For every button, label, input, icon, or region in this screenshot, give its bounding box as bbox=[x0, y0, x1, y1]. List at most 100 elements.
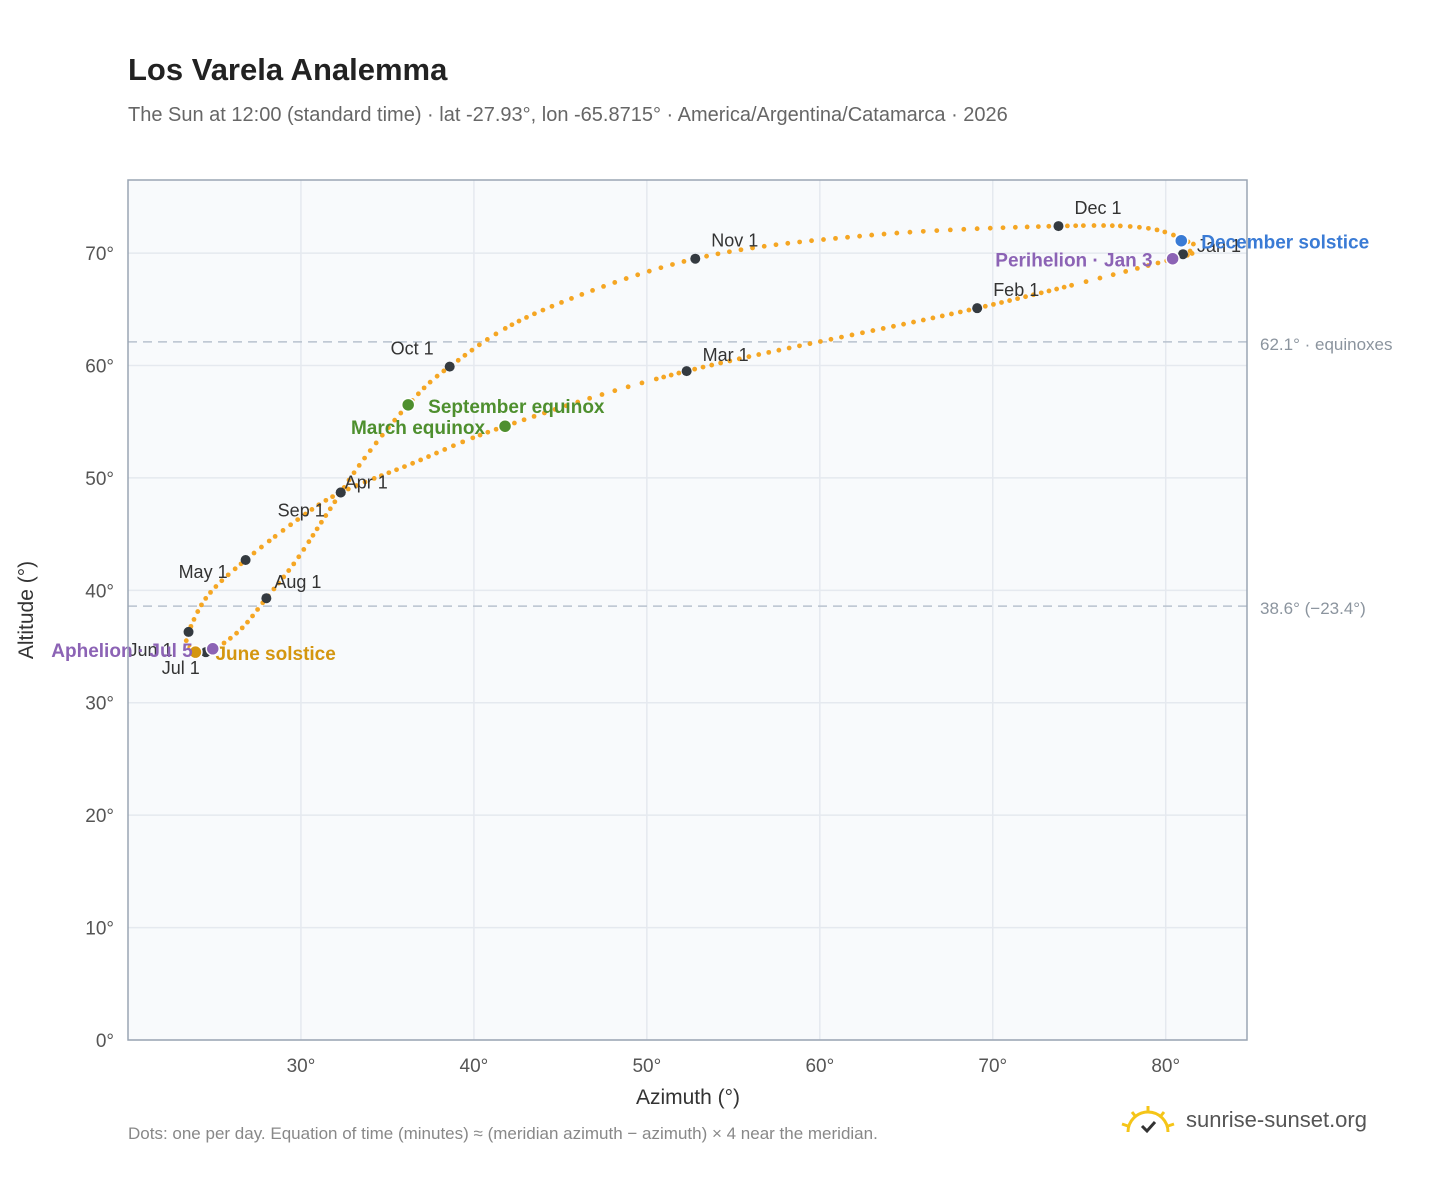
daily-dot bbox=[462, 352, 468, 358]
daily-dot bbox=[653, 376, 659, 382]
daily-dot bbox=[601, 283, 606, 289]
daily-dot bbox=[870, 328, 876, 333]
daily-dot bbox=[323, 497, 329, 503]
daily-dot bbox=[301, 547, 307, 552]
month-marker-label: May 1 bbox=[179, 562, 228, 582]
daily-dot bbox=[509, 322, 515, 328]
daily-dot bbox=[807, 341, 813, 347]
daily-dot bbox=[227, 635, 233, 641]
daily-dot bbox=[828, 336, 834, 342]
daily-dot bbox=[1035, 224, 1041, 230]
daily-dot bbox=[271, 586, 277, 592]
daily-dot bbox=[1031, 292, 1036, 298]
daily-dot bbox=[786, 345, 792, 351]
daily-dot bbox=[934, 228, 940, 233]
event-label: Aphelion · Jul 5 bbox=[51, 641, 193, 662]
brand[interactable]: sunrise-sunset.org bbox=[1120, 1104, 1367, 1136]
daily-dot bbox=[1146, 225, 1151, 231]
event-label: December solstice bbox=[1201, 233, 1369, 254]
daily-dot bbox=[1155, 260, 1161, 266]
daily-dot bbox=[239, 625, 245, 631]
daily-dot bbox=[1046, 223, 1052, 229]
daily-dot bbox=[1190, 241, 1196, 247]
daily-dot bbox=[362, 455, 367, 461]
daily-dot bbox=[418, 457, 424, 463]
daily-dot bbox=[939, 313, 945, 319]
daily-dot bbox=[362, 479, 368, 485]
month-marker-label: Oct 1 bbox=[391, 339, 434, 359]
month-marker bbox=[690, 253, 701, 264]
month-marker bbox=[444, 361, 455, 372]
month-marker bbox=[1053, 221, 1064, 232]
month-marker bbox=[183, 626, 194, 637]
y-tick-label: 0° bbox=[96, 1031, 114, 1052]
daily-dot bbox=[552, 406, 558, 412]
daily-dot bbox=[280, 528, 286, 533]
daily-dot bbox=[524, 314, 529, 320]
daily-dot bbox=[345, 486, 351, 492]
daily-dot bbox=[251, 550, 257, 556]
daily-dot bbox=[845, 234, 850, 240]
daily-dot bbox=[738, 247, 744, 253]
daily-dot bbox=[1054, 286, 1060, 292]
daily-dot bbox=[907, 229, 913, 235]
x-tick-label: 70° bbox=[978, 1056, 1007, 1077]
daily-dot bbox=[625, 384, 631, 390]
x-axis-label: Azimuth (°) bbox=[636, 1086, 740, 1109]
daily-dot bbox=[291, 561, 297, 567]
event-marker bbox=[400, 397, 416, 413]
daily-dot bbox=[1134, 265, 1140, 271]
month-marker bbox=[240, 554, 251, 565]
y-tick-label: 40° bbox=[85, 581, 114, 602]
daily-dot bbox=[367, 448, 373, 454]
event-markers: December solstice Perihelion · Jan 3 Septe… bbox=[51, 233, 1369, 665]
daily-dot bbox=[668, 372, 674, 378]
daily-dot bbox=[1046, 288, 1052, 294]
daily-dot bbox=[776, 347, 782, 353]
daily-dot bbox=[809, 238, 814, 244]
month-marker bbox=[335, 487, 346, 498]
y-tick-label: 10° bbox=[85, 919, 114, 940]
daily-dot bbox=[700, 364, 706, 370]
daily-dot bbox=[232, 566, 238, 572]
daily-dot bbox=[476, 342, 482, 348]
daily-dot bbox=[502, 326, 508, 331]
daily-dot bbox=[746, 354, 752, 360]
daily-dot bbox=[323, 513, 329, 518]
daily-dot bbox=[532, 311, 537, 317]
y-tick-label: 50° bbox=[85, 469, 114, 490]
daily-dot bbox=[821, 237, 826, 242]
month-marker-label: Jun 1 bbox=[128, 640, 172, 660]
daily-dot bbox=[1110, 272, 1116, 278]
daily-dot bbox=[1101, 223, 1106, 228]
daily-dot bbox=[379, 432, 385, 438]
daily-dot bbox=[982, 303, 988, 309]
daily-dot bbox=[512, 420, 517, 426]
daily-dot bbox=[797, 343, 802, 349]
daily-dot bbox=[575, 399, 581, 405]
daily-dot bbox=[880, 326, 886, 331]
daily-dot bbox=[704, 253, 709, 259]
daily-dot bbox=[891, 323, 896, 329]
daily-dot bbox=[736, 356, 742, 362]
daily-dot bbox=[692, 366, 698, 372]
daily-dot bbox=[563, 403, 569, 409]
daily-dot bbox=[330, 494, 335, 500]
daily-dot bbox=[930, 315, 936, 321]
daily-dot bbox=[477, 432, 483, 438]
daily-dot bbox=[353, 483, 359, 488]
daily-dot bbox=[670, 262, 675, 267]
plot-area bbox=[128, 180, 1247, 1040]
daily-dot bbox=[450, 443, 456, 449]
daily-dot bbox=[521, 417, 527, 423]
daily-dot bbox=[681, 259, 687, 264]
y-tick-label: 60° bbox=[85, 356, 114, 377]
daily-dot bbox=[485, 429, 491, 435]
daily-dot bbox=[849, 332, 855, 338]
daily-dot bbox=[1127, 224, 1133, 229]
daily-dot bbox=[957, 309, 963, 315]
daily-dot bbox=[635, 272, 641, 278]
daily-dot bbox=[469, 347, 475, 353]
daily-dot bbox=[612, 388, 618, 394]
daily-dot bbox=[327, 506, 333, 512]
